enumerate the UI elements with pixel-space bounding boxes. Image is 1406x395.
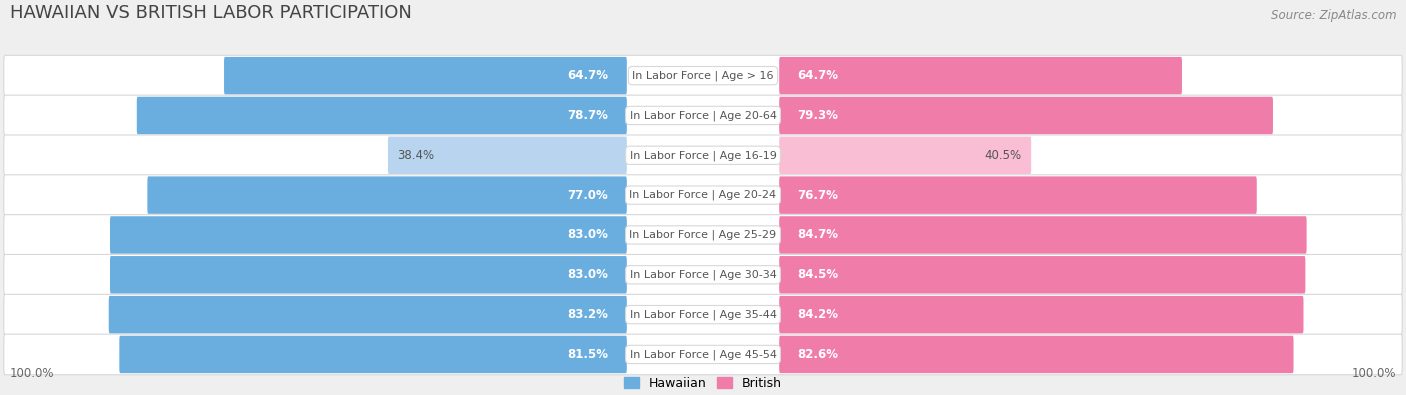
Text: In Labor Force | Age 20-64: In Labor Force | Age 20-64 — [630, 110, 776, 121]
FancyBboxPatch shape — [779, 57, 1182, 94]
Text: 38.4%: 38.4% — [396, 149, 434, 162]
Text: 81.5%: 81.5% — [568, 348, 609, 361]
FancyBboxPatch shape — [224, 57, 627, 94]
Text: 78.7%: 78.7% — [568, 109, 609, 122]
FancyBboxPatch shape — [388, 137, 627, 174]
Text: In Labor Force | Age > 16: In Labor Force | Age > 16 — [633, 70, 773, 81]
Text: In Labor Force | Age 20-24: In Labor Force | Age 20-24 — [630, 190, 776, 200]
FancyBboxPatch shape — [4, 175, 1402, 215]
Legend: Hawaiian, British: Hawaiian, British — [619, 372, 787, 395]
FancyBboxPatch shape — [4, 95, 1402, 136]
FancyBboxPatch shape — [779, 216, 1306, 254]
FancyBboxPatch shape — [4, 135, 1402, 176]
Text: 84.7%: 84.7% — [797, 228, 838, 241]
FancyBboxPatch shape — [4, 55, 1402, 96]
Text: 84.2%: 84.2% — [797, 308, 838, 321]
Text: HAWAIIAN VS BRITISH LABOR PARTICIPATION: HAWAIIAN VS BRITISH LABOR PARTICIPATION — [10, 4, 412, 22]
Text: 77.0%: 77.0% — [568, 189, 609, 201]
Text: 64.7%: 64.7% — [568, 69, 609, 82]
FancyBboxPatch shape — [4, 294, 1402, 335]
FancyBboxPatch shape — [779, 296, 1303, 333]
Text: In Labor Force | Age 25-29: In Labor Force | Age 25-29 — [630, 230, 776, 240]
FancyBboxPatch shape — [779, 256, 1305, 293]
Text: In Labor Force | Age 30-34: In Labor Force | Age 30-34 — [630, 269, 776, 280]
Text: 100.0%: 100.0% — [1351, 367, 1396, 380]
Text: 84.5%: 84.5% — [797, 268, 838, 281]
Text: In Labor Force | Age 45-54: In Labor Force | Age 45-54 — [630, 349, 776, 360]
FancyBboxPatch shape — [4, 254, 1402, 295]
Text: 76.7%: 76.7% — [797, 189, 838, 201]
Text: 82.6%: 82.6% — [797, 348, 838, 361]
FancyBboxPatch shape — [779, 177, 1257, 214]
FancyBboxPatch shape — [4, 334, 1402, 375]
Text: 83.0%: 83.0% — [568, 228, 609, 241]
FancyBboxPatch shape — [120, 336, 627, 373]
Text: Source: ZipAtlas.com: Source: ZipAtlas.com — [1271, 9, 1396, 22]
Text: 79.3%: 79.3% — [797, 109, 838, 122]
FancyBboxPatch shape — [136, 97, 627, 134]
FancyBboxPatch shape — [4, 214, 1402, 255]
Text: In Labor Force | Age 16-19: In Labor Force | Age 16-19 — [630, 150, 776, 160]
Text: 40.5%: 40.5% — [984, 149, 1022, 162]
FancyBboxPatch shape — [779, 97, 1272, 134]
Text: In Labor Force | Age 35-44: In Labor Force | Age 35-44 — [630, 309, 776, 320]
Text: 83.0%: 83.0% — [568, 268, 609, 281]
FancyBboxPatch shape — [779, 336, 1294, 373]
FancyBboxPatch shape — [110, 256, 627, 293]
FancyBboxPatch shape — [110, 216, 627, 254]
Text: 64.7%: 64.7% — [797, 69, 838, 82]
FancyBboxPatch shape — [779, 137, 1031, 174]
FancyBboxPatch shape — [108, 296, 627, 333]
Text: 83.2%: 83.2% — [568, 308, 609, 321]
FancyBboxPatch shape — [148, 177, 627, 214]
Text: 100.0%: 100.0% — [10, 367, 55, 380]
